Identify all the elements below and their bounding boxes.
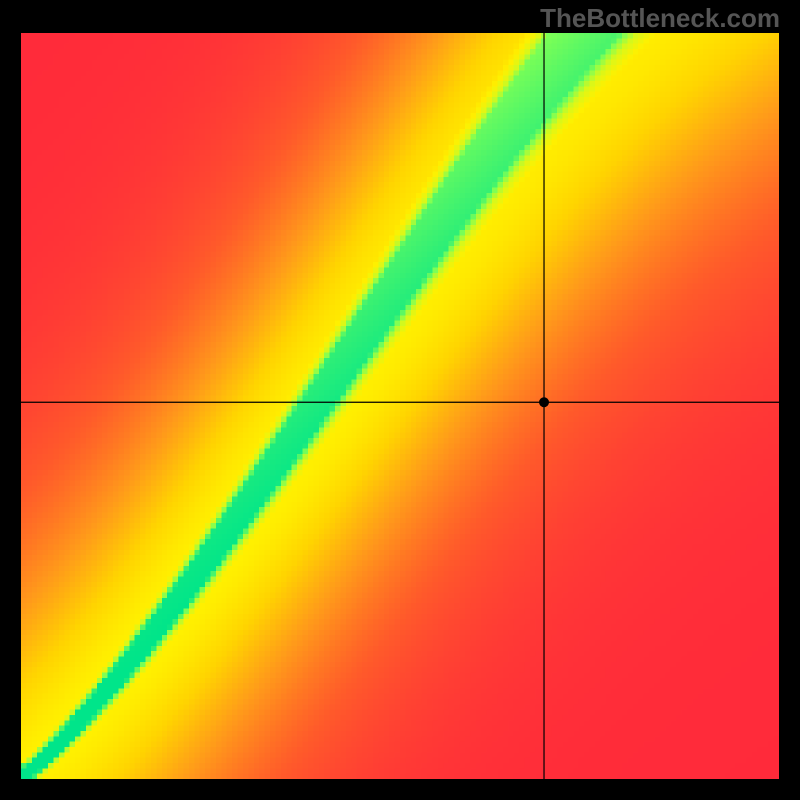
- chart-container: TheBottleneck.com: [0, 0, 800, 800]
- bottleneck-heatmap: [21, 33, 779, 779]
- watermark-text: TheBottleneck.com: [540, 3, 780, 34]
